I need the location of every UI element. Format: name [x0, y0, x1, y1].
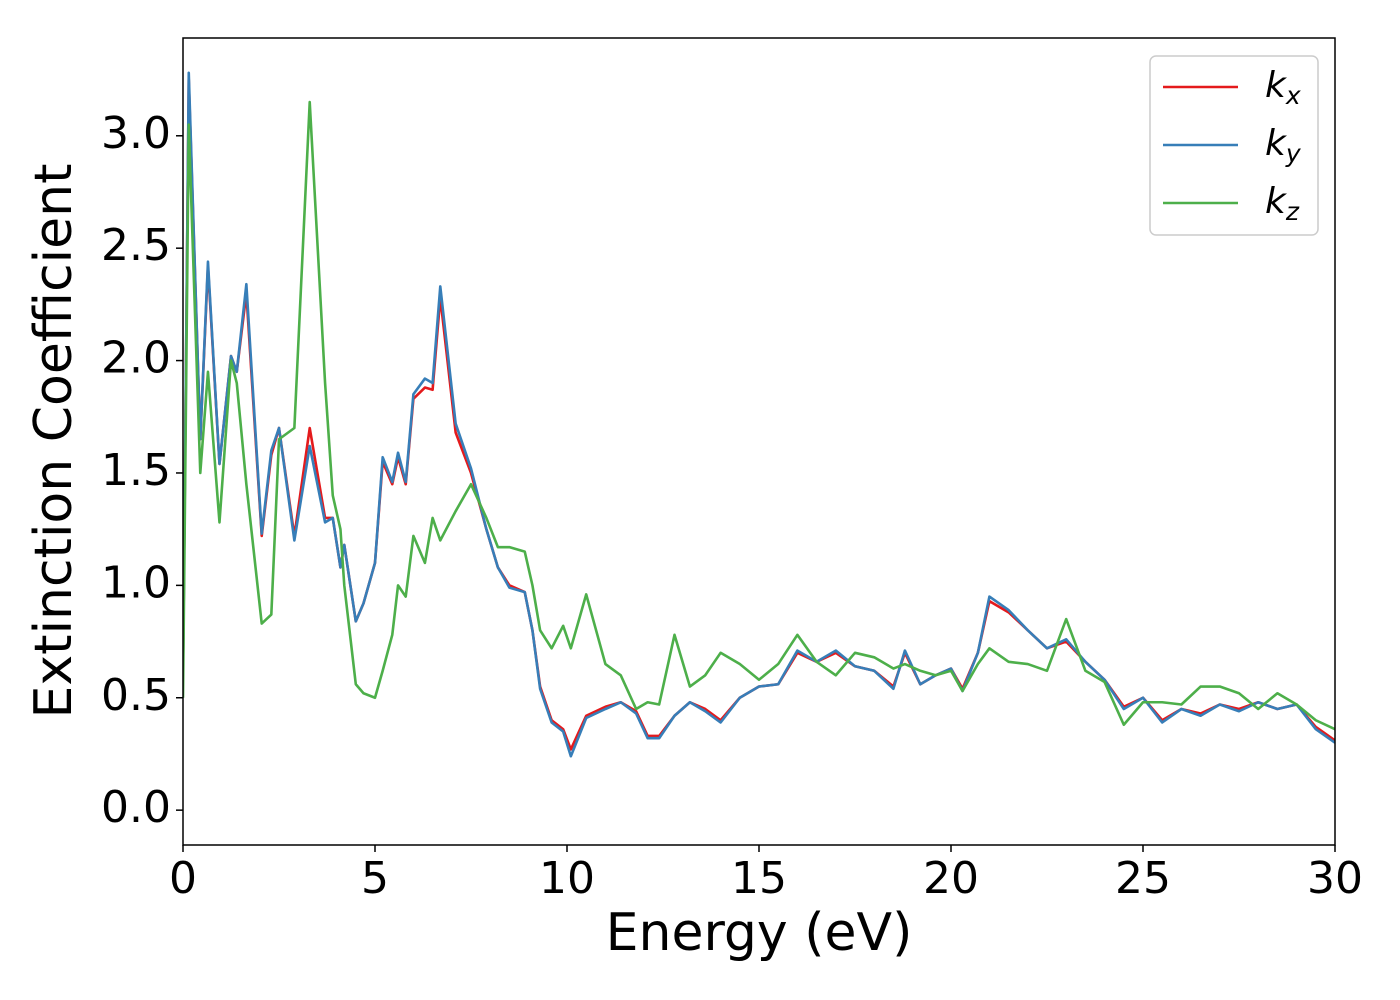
legend-label: ky [1265, 123, 1302, 168]
y-tick-label: 2.5 [101, 220, 171, 271]
legend-label: kx [1265, 65, 1301, 110]
x-tick-label: 20 [923, 853, 979, 904]
x-tick-label: 25 [1115, 853, 1171, 904]
legend-label: kz [1265, 181, 1300, 226]
y-tick-label: 0.5 [101, 670, 171, 721]
y-tick-label: 3.0 [101, 108, 171, 159]
y-tick-label: 1.0 [101, 557, 171, 608]
x-axis-label: Energy (eV) [606, 903, 913, 963]
x-tick-label: 5 [361, 853, 389, 904]
x-tick-label: 15 [731, 853, 787, 904]
x-tick-label: 30 [1307, 853, 1363, 904]
y-tick-label: 1.5 [101, 445, 171, 496]
data-line [183, 71, 1335, 758]
data-line [183, 100, 1335, 731]
y-tick-label: 0.0 [101, 782, 171, 833]
axes-frame [182, 37, 1336, 846]
x-tick-label: 0 [169, 853, 197, 904]
y-axis-label: Extinction Coefficient [24, 164, 84, 719]
x-tick-label: 10 [539, 853, 595, 904]
y-tick-label: 2.0 [101, 333, 171, 384]
